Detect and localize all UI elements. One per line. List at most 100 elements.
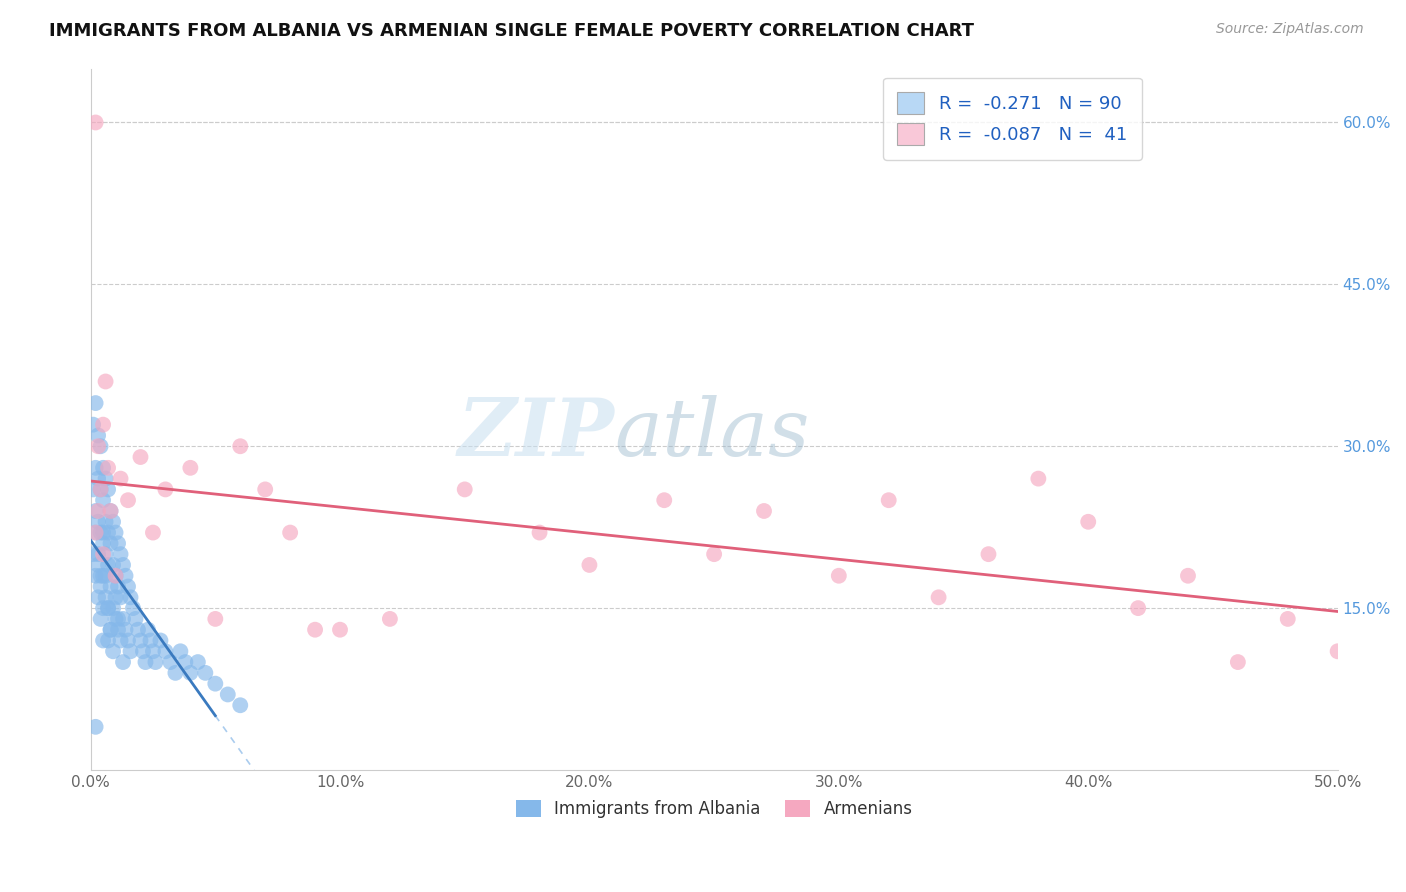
Point	[84, 720, 107, 734]
Point	[117, 580, 139, 594]
Point	[142, 525, 165, 540]
Point	[129, 450, 152, 464]
Point	[578, 558, 600, 572]
Point	[84, 460, 107, 475]
Point	[1126, 601, 1149, 615]
Point	[82, 417, 104, 432]
Text: ZIP: ZIP	[457, 394, 614, 472]
Point	[1226, 655, 1249, 669]
Point	[112, 655, 135, 669]
Point	[529, 525, 551, 540]
Point	[90, 580, 112, 594]
Point	[454, 483, 477, 497]
Point	[91, 568, 114, 582]
Point	[187, 655, 209, 669]
Point	[122, 601, 145, 615]
Point	[142, 644, 165, 658]
Point	[120, 591, 142, 605]
Point	[107, 536, 129, 550]
Point	[94, 515, 117, 529]
Point	[117, 493, 139, 508]
Point	[90, 483, 112, 497]
Point	[155, 644, 177, 658]
Point	[114, 623, 136, 637]
Point	[378, 612, 401, 626]
Point	[134, 655, 156, 669]
Point	[82, 483, 104, 497]
Point	[120, 644, 142, 658]
Point	[82, 547, 104, 561]
Point	[112, 612, 135, 626]
Point	[278, 525, 301, 540]
Point	[91, 633, 114, 648]
Point	[104, 612, 127, 626]
Point	[132, 644, 155, 658]
Point	[84, 525, 107, 540]
Point	[91, 493, 114, 508]
Point	[752, 504, 775, 518]
Point	[165, 665, 187, 680]
Point	[100, 580, 122, 594]
Point	[169, 644, 191, 658]
Point	[84, 568, 107, 582]
Point	[97, 601, 120, 615]
Point	[928, 591, 950, 605]
Point	[110, 633, 132, 648]
Point	[124, 612, 146, 626]
Point	[110, 591, 132, 605]
Point	[101, 644, 124, 658]
Point	[97, 633, 120, 648]
Legend: Immigrants from Albania, Armenians: Immigrants from Albania, Armenians	[509, 793, 920, 825]
Point	[1077, 515, 1099, 529]
Point	[87, 472, 110, 486]
Point	[97, 558, 120, 572]
Point	[117, 633, 139, 648]
Point	[84, 525, 107, 540]
Point	[90, 612, 112, 626]
Point	[110, 547, 132, 561]
Point	[100, 504, 122, 518]
Point	[91, 547, 114, 561]
Point	[101, 558, 124, 572]
Point	[129, 633, 152, 648]
Point	[100, 623, 122, 637]
Point	[87, 591, 110, 605]
Point	[652, 493, 675, 508]
Point	[91, 460, 114, 475]
Point	[107, 580, 129, 594]
Point	[159, 655, 181, 669]
Point	[84, 504, 107, 518]
Point	[94, 472, 117, 486]
Point	[104, 525, 127, 540]
Point	[100, 623, 122, 637]
Point	[877, 493, 900, 508]
Point	[97, 460, 120, 475]
Point	[217, 688, 239, 702]
Point	[304, 623, 326, 637]
Point	[87, 515, 110, 529]
Point	[90, 568, 112, 582]
Point	[90, 439, 112, 453]
Point	[84, 396, 107, 410]
Point	[114, 568, 136, 582]
Point	[194, 665, 217, 680]
Point	[127, 623, 149, 637]
Point	[87, 547, 110, 561]
Point	[1028, 472, 1050, 486]
Point	[90, 525, 112, 540]
Point	[703, 547, 725, 561]
Point	[91, 525, 114, 540]
Point	[100, 504, 122, 518]
Point	[229, 698, 252, 713]
Point	[87, 558, 110, 572]
Point	[90, 483, 112, 497]
Point	[204, 676, 226, 690]
Point	[329, 623, 352, 637]
Text: IMMIGRANTS FROM ALBANIA VS ARMENIAN SINGLE FEMALE POVERTY CORRELATION CHART: IMMIGRANTS FROM ALBANIA VS ARMENIAN SING…	[49, 22, 974, 40]
Point	[97, 483, 120, 497]
Point	[91, 536, 114, 550]
Point	[139, 633, 162, 648]
Point	[84, 115, 107, 129]
Point	[145, 655, 167, 669]
Text: Source: ZipAtlas.com: Source: ZipAtlas.com	[1216, 22, 1364, 37]
